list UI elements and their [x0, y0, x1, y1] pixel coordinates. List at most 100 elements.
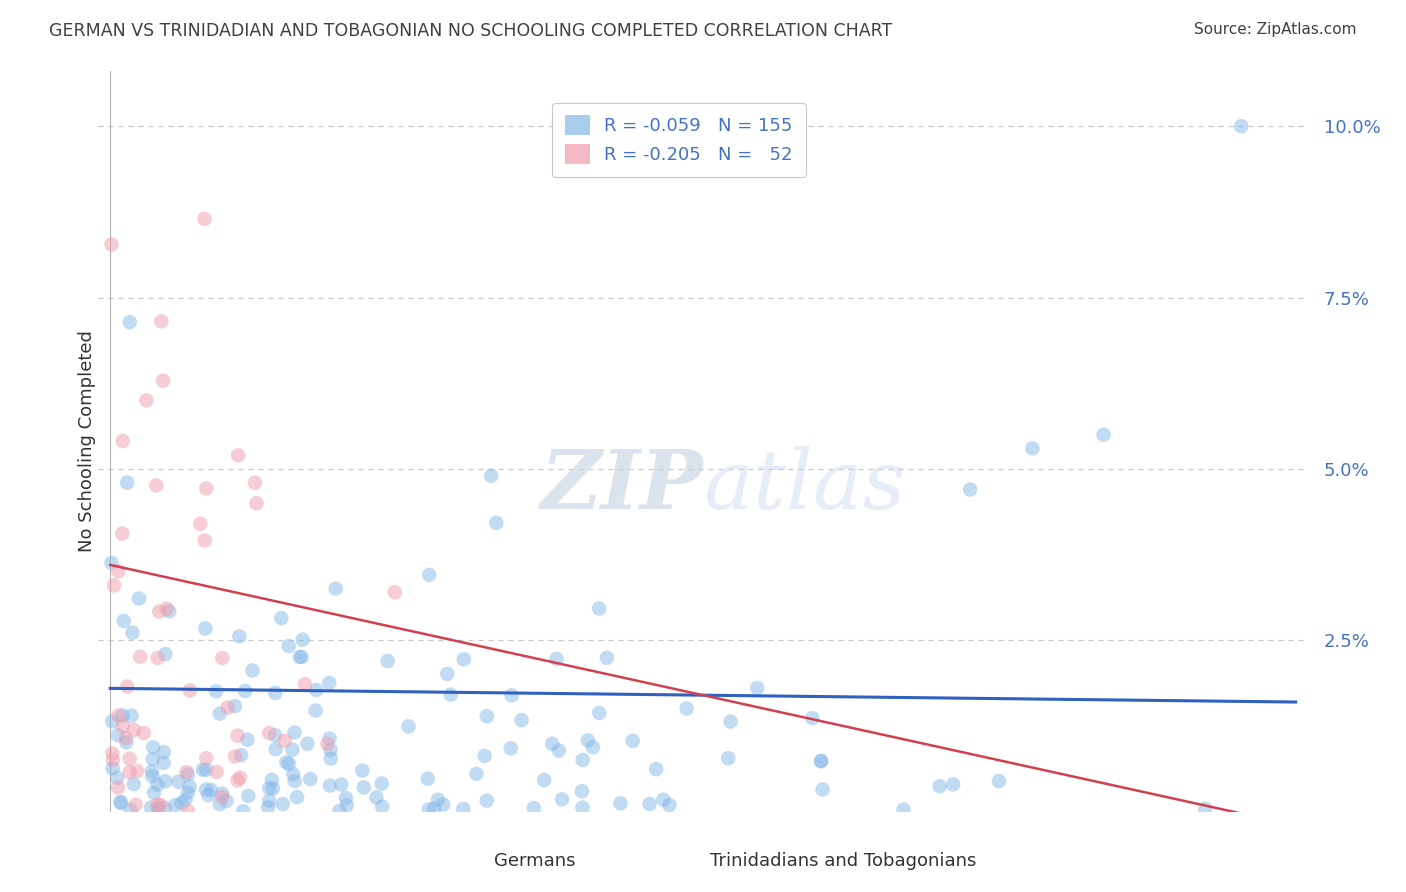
Point — [193, 211, 215, 226]
Point — [276, 756, 298, 770]
Point — [228, 629, 250, 643]
Point — [893, 803, 915, 817]
Point — [112, 719, 135, 733]
Point — [233, 684, 256, 698]
Text: GERMAN VS TRINIDADIAN AND TOBAGONIAN NO SCHOOLING COMPLETED CORRELATION CHART: GERMAN VS TRINIDADIAN AND TOBAGONIAN NO … — [49, 22, 893, 40]
Point — [118, 765, 141, 780]
Point — [155, 647, 177, 661]
Point — [319, 743, 342, 757]
Point — [353, 780, 375, 795]
Point — [319, 751, 342, 765]
Point — [645, 762, 668, 776]
Point — [188, 516, 211, 531]
Point — [810, 754, 832, 768]
Point — [283, 767, 305, 781]
Point — [205, 684, 228, 698]
Point — [316, 737, 339, 751]
Point — [257, 726, 280, 740]
Point — [325, 582, 347, 596]
Point — [127, 764, 149, 778]
Point — [257, 800, 280, 814]
Point — [811, 782, 834, 797]
Y-axis label: No Schooling Completed: No Schooling Completed — [79, 331, 96, 552]
Text: Trinidadians and Tobagonians: Trinidadians and Tobagonians — [710, 852, 977, 870]
Point — [142, 752, 165, 766]
Point — [107, 728, 129, 742]
Point — [273, 733, 295, 747]
Point — [717, 751, 740, 765]
Point — [197, 788, 219, 802]
Point — [236, 732, 259, 747]
Point — [101, 753, 124, 767]
Point — [1194, 802, 1216, 816]
Point — [479, 468, 502, 483]
Point — [115, 735, 138, 749]
Point — [155, 601, 177, 615]
Point — [297, 737, 319, 751]
Point — [111, 526, 134, 541]
Point — [257, 794, 280, 808]
Point — [453, 652, 475, 666]
Point — [285, 790, 308, 805]
Point — [118, 752, 141, 766]
Point — [418, 567, 440, 582]
Point — [176, 765, 198, 780]
Point — [928, 779, 950, 793]
Point — [101, 761, 124, 775]
Point — [139, 800, 162, 814]
Point — [352, 764, 374, 778]
Point — [165, 798, 187, 813]
Point — [299, 772, 322, 786]
Point — [128, 591, 150, 606]
Text: atlas: atlas — [703, 446, 905, 526]
Point — [571, 753, 593, 767]
Point — [121, 708, 143, 723]
Point — [416, 772, 439, 786]
Point — [423, 801, 446, 815]
Point — [548, 743, 571, 757]
Point — [245, 496, 267, 510]
Point — [231, 748, 253, 763]
Point — [135, 393, 157, 408]
Point — [208, 797, 231, 811]
Point — [179, 683, 201, 698]
Point — [103, 578, 125, 592]
Point — [270, 611, 292, 625]
Point — [170, 796, 193, 810]
Point — [100, 237, 122, 252]
Point — [179, 780, 201, 794]
Point — [195, 751, 218, 765]
Point — [1230, 119, 1253, 133]
Point — [224, 749, 246, 764]
Point — [112, 614, 135, 628]
Text: ZIP: ZIP — [540, 446, 703, 526]
Point — [224, 699, 246, 714]
Point — [148, 605, 170, 619]
Text: Source: ZipAtlas.com: Source: ZipAtlas.com — [1194, 22, 1357, 37]
Point — [533, 773, 555, 788]
Point — [571, 784, 593, 798]
Point — [153, 774, 176, 789]
Point — [264, 742, 287, 756]
Point — [288, 649, 311, 664]
Point — [291, 632, 314, 647]
Point — [942, 777, 965, 791]
Point — [149, 797, 172, 812]
Point — [242, 664, 264, 678]
Point — [211, 787, 233, 801]
Point — [174, 793, 197, 807]
Point — [318, 676, 340, 690]
Point — [366, 790, 388, 805]
Point — [436, 666, 458, 681]
Point — [277, 639, 299, 653]
Point — [226, 773, 249, 788]
Point — [177, 804, 200, 818]
Point — [122, 777, 145, 791]
Point — [194, 622, 217, 636]
Point — [200, 783, 222, 797]
Point — [195, 782, 218, 797]
Point — [336, 798, 359, 813]
Point — [453, 802, 475, 816]
Point — [146, 797, 169, 812]
Point — [211, 651, 233, 665]
